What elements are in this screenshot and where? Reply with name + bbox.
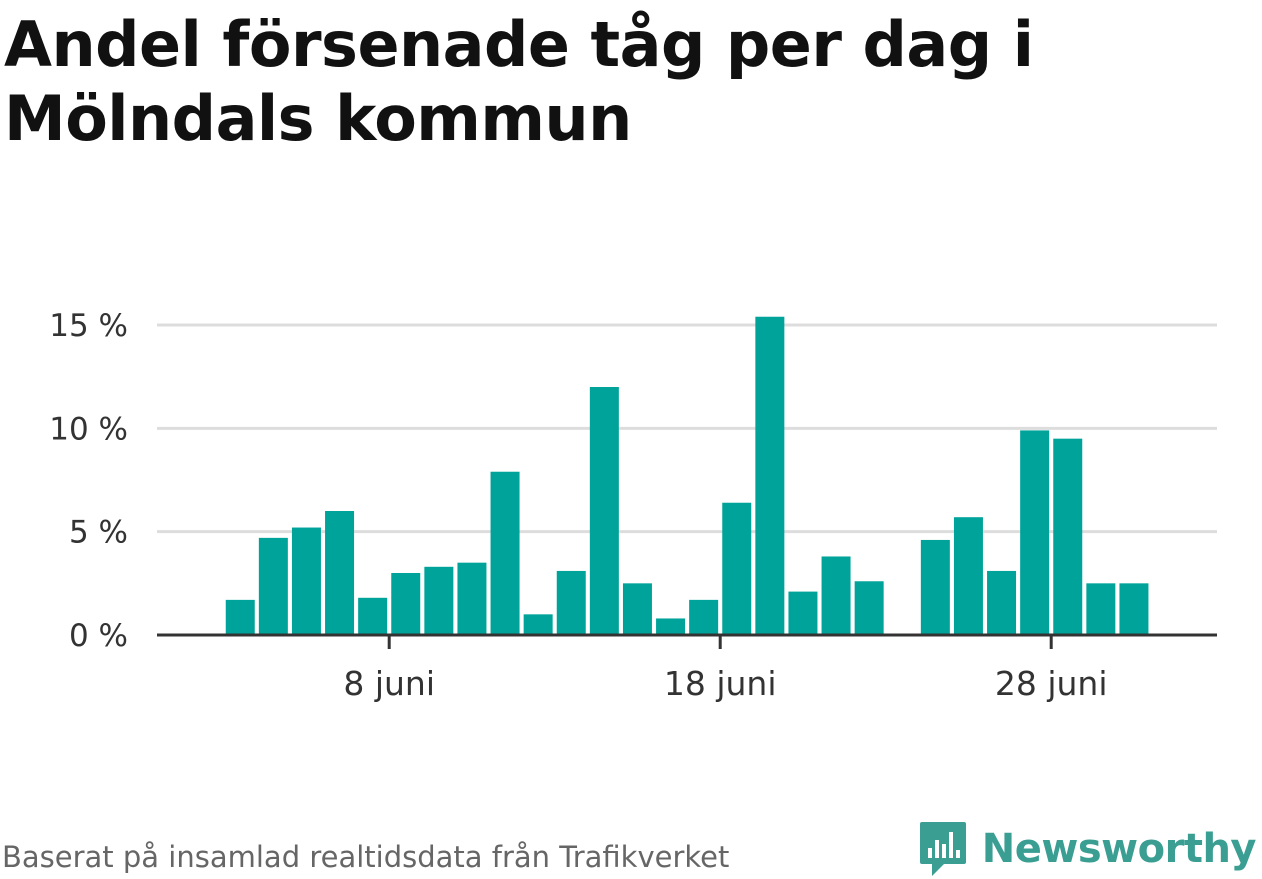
bar [755,316,785,635]
bar [490,471,520,635]
y-tick-label: 10 % [49,411,128,447]
bar [225,599,255,635]
bar [523,614,553,635]
bar [1020,430,1050,635]
bar [391,573,421,635]
x-tick-label: 8 juni [343,664,435,703]
bar [920,539,950,635]
newsworthy-logo: Newsworthy [918,820,1257,878]
bars [225,316,1149,635]
x-tick-label: 28 juni [995,664,1108,703]
bar [424,566,454,635]
x-axis [157,633,1217,649]
bar [689,599,719,635]
bar [457,562,487,635]
bar [589,387,619,635]
bar [722,502,752,635]
bar [1053,438,1083,635]
bar [987,570,1017,635]
bar [1119,583,1149,635]
bar [325,511,355,635]
bar [556,570,586,635]
bar [1086,583,1116,635]
y-axis-labels: 0 % 5 % 10 % 15 % [49,308,128,654]
newsworthy-logo-icon [919,822,966,876]
x-axis-labels: 8 juni 18 juni 28 juni [343,664,1107,703]
bar [821,556,851,635]
bar [258,537,288,635]
x-tick-label: 18 juni [664,664,777,703]
bar [358,597,388,635]
bar [656,618,686,635]
bar [953,517,983,635]
brand-name: Newsworthy [981,826,1257,872]
chart-title: Andel försenade tåg per dag i Mölndals k… [4,8,1034,155]
bar [854,581,884,635]
bar [788,591,818,635]
y-tick-label: 5 % [69,515,128,551]
bar [622,583,652,635]
source-note: Baserat på insamlad realtidsdata från Tr… [2,840,730,874]
bar [291,527,321,635]
y-tick-label: 0 % [69,618,128,654]
y-tick-label: 15 % [49,308,128,344]
